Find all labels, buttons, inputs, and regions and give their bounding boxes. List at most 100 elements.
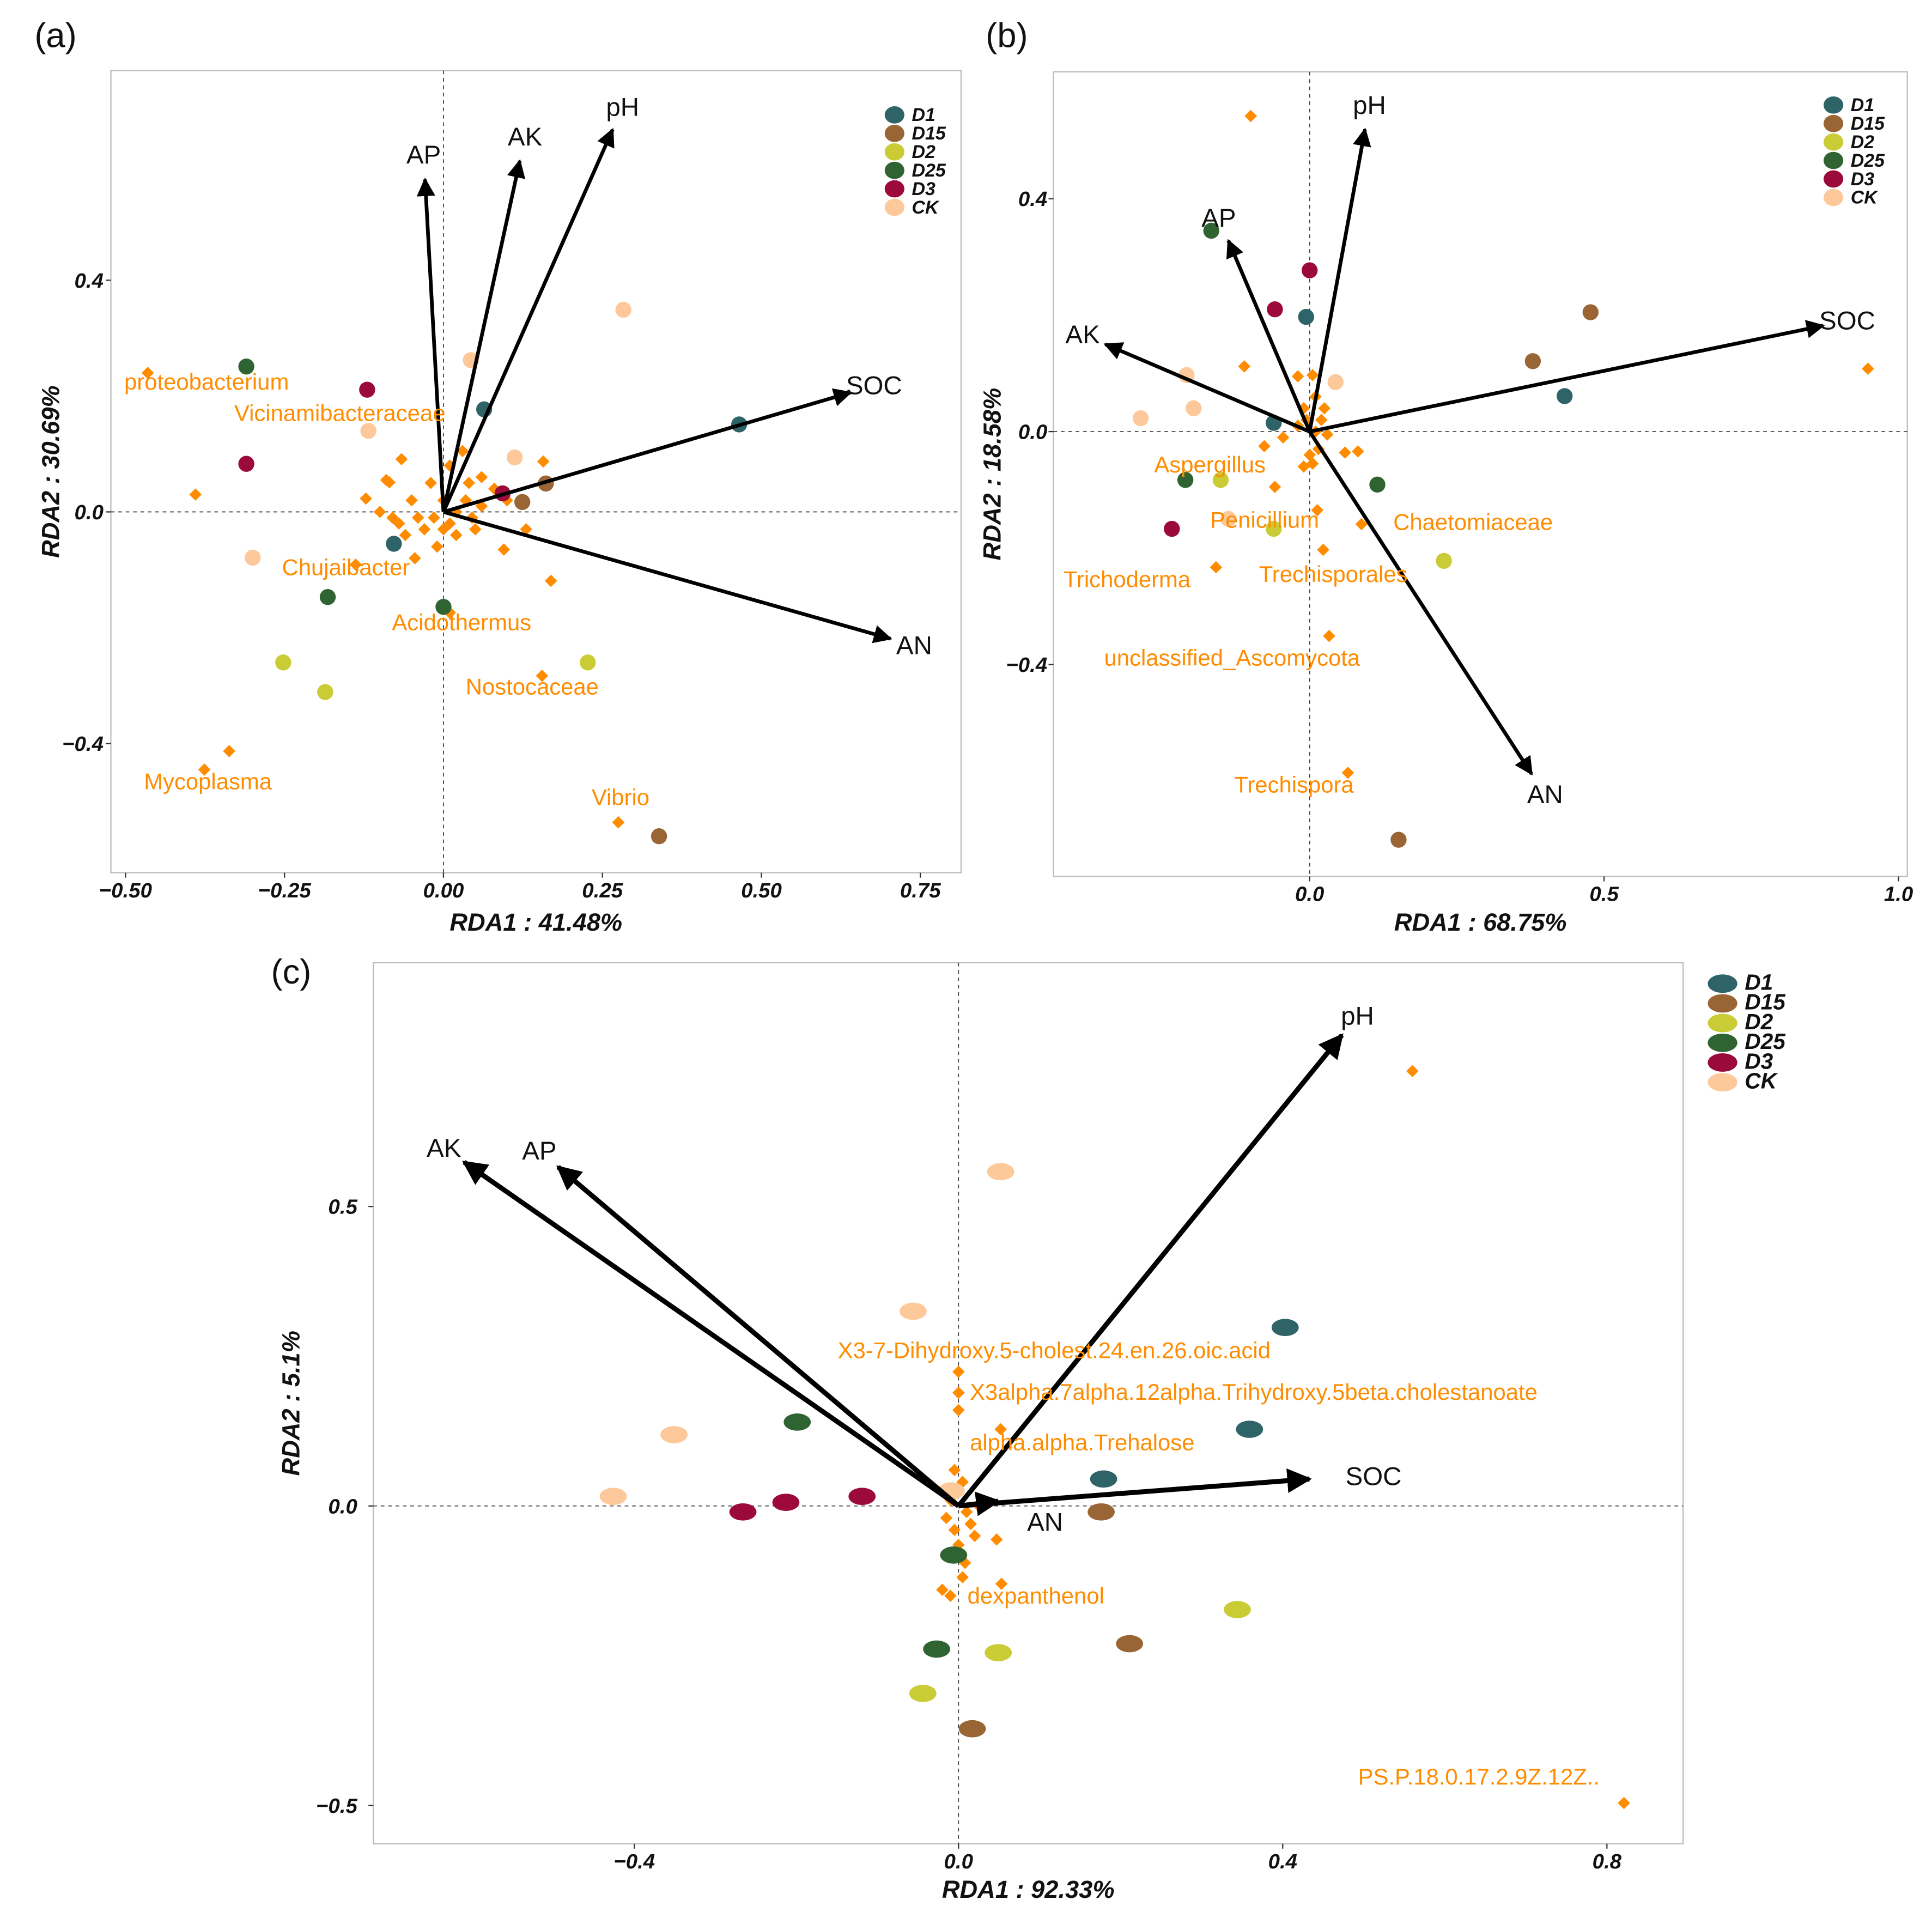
sample-point-d1	[1557, 388, 1573, 404]
legend-swatch	[1708, 1013, 1737, 1033]
sample-point-ck	[599, 1488, 627, 1506]
sample-point-d25	[1177, 472, 1194, 488]
species-point	[1311, 504, 1324, 517]
sample-point-d3	[848, 1488, 876, 1506]
legend-swatch	[884, 143, 904, 161]
legend-item-d3: D3	[884, 179, 935, 199]
sample-point-ck	[1327, 374, 1344, 390]
species-label: Nostocaceae	[466, 673, 599, 699]
sample-point-d15	[514, 494, 531, 511]
sample-point-d1	[1236, 1421, 1263, 1438]
arrow-soc	[1309, 320, 1825, 434]
x-tick-label: 0.4	[1268, 1850, 1297, 1873]
arrow-ak	[1103, 342, 1311, 434]
legend-swatch	[1708, 994, 1737, 1013]
species-point	[1618, 1796, 1630, 1810]
x-tick-label: 1.0	[1884, 883, 1913, 906]
legend-swatch	[884, 180, 904, 198]
plot-frame	[373, 962, 1684, 1844]
species-point	[964, 1518, 977, 1531]
species-point	[1352, 445, 1364, 458]
sample-point-d3	[1302, 262, 1318, 278]
species-label: proteobacterium	[124, 369, 289, 394]
y-axis-title: RDA2 : 18.58%	[978, 388, 1006, 561]
sample-point-d2	[1266, 520, 1282, 537]
panel-tag: (b)	[986, 17, 1028, 55]
species-point	[418, 523, 431, 536]
species-point	[948, 1524, 961, 1537]
species-point	[956, 1571, 969, 1583]
arrow-label-ph: pH	[1353, 91, 1386, 120]
species-point	[968, 1529, 981, 1543]
arrow-label-an: AN	[1027, 1508, 1063, 1537]
x-tick-label: −0.4	[613, 1850, 655, 1873]
species-point	[409, 552, 421, 565]
sample-point-d25	[319, 589, 336, 605]
species-label: Trechisporales	[1259, 561, 1408, 587]
sample-point-d15	[1524, 353, 1541, 369]
species-point	[223, 745, 235, 757]
sample-point-d1	[1271, 1319, 1299, 1337]
species-point	[995, 1577, 1008, 1590]
species-point	[1268, 481, 1281, 493]
arrow-ph	[441, 128, 615, 513]
y-axis-title: RDA2 : 5.1%	[277, 1331, 305, 1476]
species-point	[1210, 561, 1223, 574]
species-point	[940, 1512, 953, 1525]
x-axis-title: RDA1 : 92.33%	[942, 1875, 1115, 1903]
species-point	[449, 529, 463, 542]
arrow-label-ap: AP	[522, 1137, 556, 1166]
sample-point-d3	[729, 1503, 757, 1521]
species-point	[537, 455, 550, 468]
species-point	[399, 529, 412, 542]
legend-label: CK	[1851, 187, 1879, 208]
sample-point-d3	[1267, 301, 1283, 318]
legend-item-d25: D25	[884, 160, 946, 181]
legend-item-d2: D2	[1708, 1009, 1773, 1034]
species-point	[536, 669, 549, 682]
sample-point-d25	[923, 1640, 950, 1658]
species-label: Penicillium	[1210, 507, 1319, 532]
legend-item-d1: D1	[884, 105, 935, 125]
sample-point-ck	[360, 422, 376, 439]
x-tick-label: −0.50	[99, 879, 152, 902]
species-point	[948, 1464, 961, 1477]
sample-point-ck	[506, 449, 523, 466]
species-label: Chujaibacter	[282, 554, 410, 580]
legend-label: D3	[912, 179, 935, 199]
species-point	[198, 763, 211, 776]
species-point	[544, 574, 557, 587]
species-point	[424, 477, 437, 489]
arrow-label-an: AN	[1527, 780, 1563, 809]
sample-point-d2	[909, 1685, 937, 1702]
sample-point-d25	[940, 1546, 968, 1564]
species-label: Trichoderma	[1064, 566, 1191, 592]
legend-label: D15	[912, 123, 946, 144]
legend-item-d2: D2	[1823, 132, 1874, 153]
arrow-label-soc: SOC	[1819, 306, 1875, 335]
legend-swatch	[1823, 133, 1844, 151]
species-point	[497, 543, 511, 556]
species-label: Vicinamibacteraceae	[234, 400, 446, 426]
x-tick-label: 0.50	[741, 879, 782, 902]
y-tick-label: −0.5	[316, 1794, 358, 1818]
legend-item-ck: CK	[1823, 187, 1879, 208]
species-point	[1317, 543, 1329, 556]
legend-label: CK	[912, 197, 939, 218]
species-point	[475, 471, 488, 483]
species-point	[360, 492, 372, 505]
species-point	[1323, 629, 1335, 642]
arrow-ak	[441, 159, 526, 513]
species-label: alpha.alpha.Trehalose	[970, 1430, 1194, 1455]
legend-label: D15	[1745, 990, 1786, 1015]
arrow-label-soc: SOC	[846, 372, 902, 400]
legend-swatch	[884, 106, 904, 124]
species-point	[1318, 402, 1331, 415]
sample-point-d2	[1436, 553, 1452, 569]
x-tick-label: 0.0	[1295, 883, 1324, 906]
species-point	[1277, 431, 1290, 444]
x-tick-label: 0.75	[900, 879, 941, 902]
sample-point-d1	[1298, 308, 1314, 325]
species-label: Vibrio	[592, 784, 649, 810]
sample-point-ck	[900, 1302, 927, 1320]
